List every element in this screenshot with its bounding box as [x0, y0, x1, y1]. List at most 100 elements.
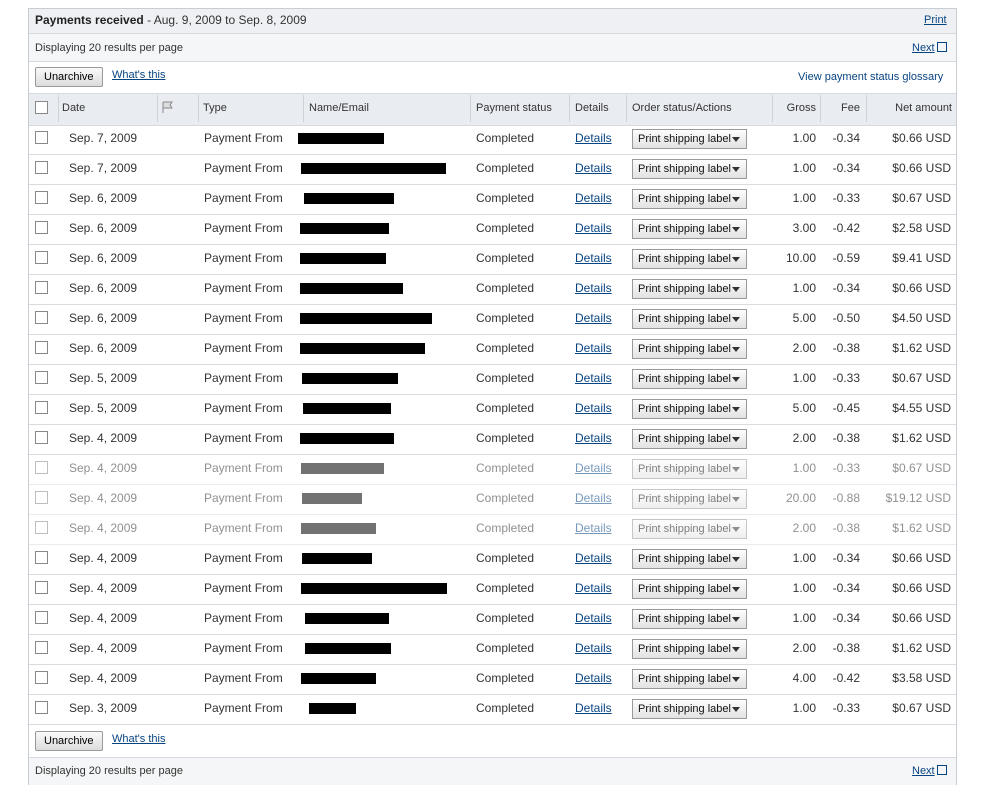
action-dropdown[interactable]: Print shipping label [632, 159, 747, 179]
type: Payment From [204, 641, 283, 655]
details-link[interactable]: Details [575, 161, 612, 175]
details-link[interactable]: Details [575, 131, 612, 145]
details-link[interactable]: Details [575, 191, 612, 205]
details-link[interactable]: Details [575, 341, 612, 355]
row-checkbox[interactable] [35, 521, 48, 534]
action-dropdown[interactable]: Print shipping label [632, 189, 747, 209]
action-dropdown[interactable]: Print shipping label [632, 609, 747, 629]
type: Payment From [204, 491, 283, 505]
details-link[interactable]: Details [575, 551, 612, 565]
displaying: Displaying 20 results per page [35, 42, 183, 54]
details-link[interactable]: Details [575, 581, 612, 595]
action-dropdown[interactable]: Print shipping label [632, 669, 747, 689]
details-link[interactable]: Details [575, 401, 612, 415]
action-dropdown[interactable]: Print shipping label [632, 579, 747, 599]
row-checkbox[interactable] [35, 551, 48, 564]
print-link[interactable]: Print [924, 14, 947, 26]
action-dropdown[interactable]: Print shipping label [632, 369, 747, 389]
date: Sep. 6, 2009 [69, 341, 138, 355]
details-link[interactable]: Details [575, 281, 612, 295]
action-dropdown[interactable]: Print shipping label [632, 219, 747, 239]
date: Sep. 4, 2009 [69, 551, 138, 565]
whats-this-link[interactable]: What's this [112, 69, 166, 81]
gross: 1.00 [792, 701, 816, 715]
action-dropdown[interactable]: Print shipping label [632, 639, 747, 659]
action-dropdown[interactable]: Print shipping label [632, 249, 747, 269]
row-checkbox[interactable] [35, 581, 48, 594]
action-dropdown[interactable]: Print shipping label [632, 279, 747, 299]
title: Payments received [35, 13, 144, 27]
gross: 20.00 [785, 491, 816, 505]
next[interactable]: Next [912, 765, 947, 777]
select-all-checkbox[interactable] [35, 101, 48, 114]
table-row: Sep. 4, 2009 Payment From Completed Details… [29, 664, 956, 695]
glossary-link[interactable]: View payment status glossary [798, 71, 944, 83]
row-checkbox[interactable] [35, 161, 48, 174]
row-checkbox[interactable] [35, 401, 48, 414]
row-checkbox[interactable] [35, 491, 48, 504]
action-dropdown[interactable]: Print shipping label [632, 699, 747, 719]
table-row: Sep. 4, 2009 Payment From Completed Details… [29, 514, 956, 545]
action-dropdown[interactable]: Print shipping label [632, 399, 747, 419]
row-checkbox[interactable] [35, 131, 48, 144]
whats-this-link[interactable]: What's this [112, 733, 166, 745]
gross: 2.00 [792, 341, 816, 355]
redacted-name [301, 523, 376, 534]
row-checkbox[interactable] [35, 311, 48, 324]
action-dropdown[interactable]: Print shipping label [632, 339, 747, 359]
row-checkbox[interactable] [35, 371, 48, 384]
action-dropdown[interactable]: Print shipping label [632, 519, 747, 539]
column-header [29, 93, 956, 126]
details-link[interactable]: Details [575, 671, 612, 685]
details-link[interactable]: Details [575, 461, 612, 475]
details-link[interactable]: Details [575, 221, 612, 235]
type: Payment From [204, 221, 283, 235]
row-checkbox[interactable] [35, 221, 48, 234]
gross: 5.00 [792, 401, 816, 415]
details-link[interactable]: Details [575, 521, 612, 535]
redacted-name [300, 343, 425, 354]
details-link[interactable]: Details [575, 311, 612, 325]
details-link[interactable]: Details [575, 251, 612, 265]
column-separator [866, 95, 867, 122]
table-row: Sep. 7, 2009 Payment From Completed Details… [29, 154, 956, 185]
row-checkbox[interactable] [35, 341, 48, 354]
row-checkbox[interactable] [35, 641, 48, 654]
table-row: Sep. 5, 2009 Payment From Completed Details… [29, 394, 956, 425]
net-amount: $0.67 USD [892, 191, 951, 205]
details-link[interactable]: Details [575, 641, 612, 655]
details-link[interactable]: Details [575, 431, 612, 445]
row-checkbox[interactable] [35, 611, 48, 624]
action-dropdown[interactable]: Print shipping label [632, 459, 747, 479]
details-link[interactable]: Details [575, 701, 612, 715]
table-row: Sep. 6, 2009 Payment From Completed Details… [29, 274, 956, 305]
action-dropdown[interactable]: Print shipping label [632, 549, 747, 569]
next-link[interactable]: Next [912, 42, 935, 54]
next[interactable]: Next [912, 42, 947, 54]
details-link[interactable]: Details [575, 371, 612, 385]
action-dropdown[interactable]: Print shipping label [632, 129, 747, 149]
redacted-name [301, 163, 446, 174]
net-amount: $0.66 USD [892, 611, 951, 625]
action-dropdown[interactable]: Print shipping label [632, 489, 747, 509]
date: Sep. 4, 2009 [69, 641, 138, 655]
action-dropdown[interactable]: Print shipping label [632, 309, 747, 329]
action-dropdown[interactable]: Print shipping label [632, 429, 747, 449]
row-checkbox[interactable] [35, 431, 48, 444]
row-checkbox[interactable] [35, 671, 48, 684]
unarchive-button[interactable]: Unarchive [35, 731, 103, 751]
details-link[interactable]: Details [575, 611, 612, 625]
unarchive-button[interactable]: Unarchive [35, 67, 103, 87]
row-checkbox[interactable] [35, 461, 48, 474]
date: Sep. 4, 2009 [69, 521, 138, 535]
details-link[interactable]: Details [575, 491, 612, 505]
column-separator [303, 95, 304, 122]
gross: 1.00 [792, 371, 816, 385]
payment-status: Completed [476, 491, 535, 505]
row-checkbox[interactable] [35, 701, 48, 714]
row-checkbox[interactable] [35, 281, 48, 294]
redacted-name [300, 313, 432, 324]
next-link[interactable]: Next [912, 765, 935, 777]
row-checkbox[interactable] [35, 251, 48, 264]
row-checkbox[interactable] [35, 191, 48, 204]
